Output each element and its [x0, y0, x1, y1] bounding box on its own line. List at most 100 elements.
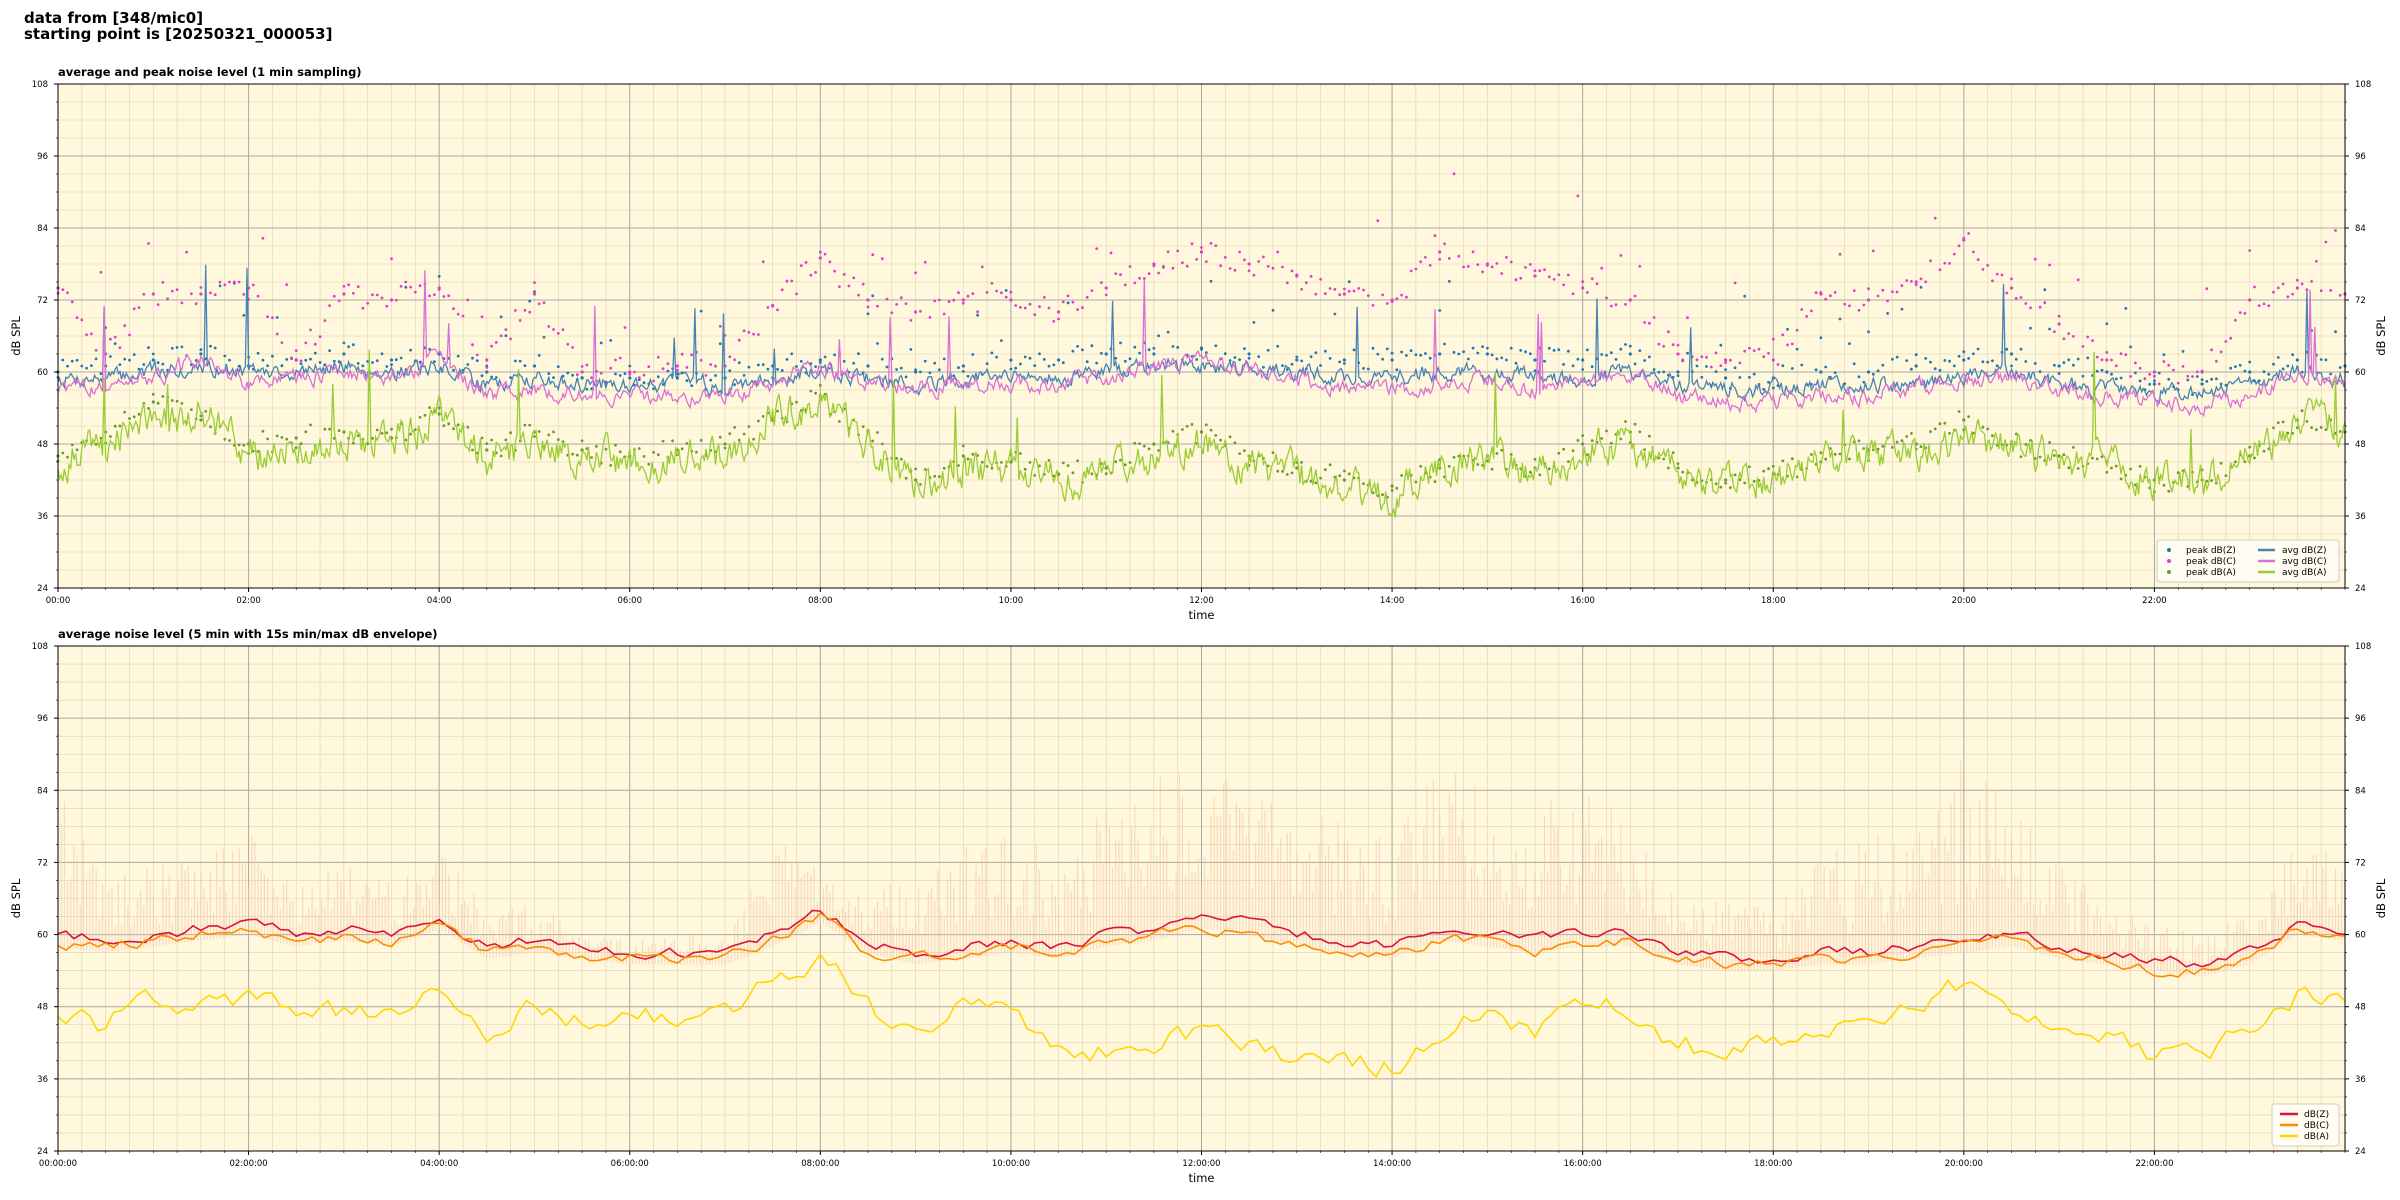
peak-point [985, 465, 989, 468]
peak-point [1852, 362, 1856, 366]
peak-point [1767, 351, 1770, 355]
peak-point [85, 366, 88, 370]
peak-point [1462, 454, 1465, 458]
peak-point [2200, 378, 2204, 382]
peak-point [2329, 289, 2333, 292]
peak-point [304, 358, 308, 362]
series-avg-db-c- [57, 270, 2346, 418]
peak-point [571, 373, 574, 377]
starting-point-line: starting point is [20250321_000053] [24, 25, 333, 43]
peak-point [1581, 434, 1585, 437]
peak-point [461, 314, 465, 318]
peak-point [580, 439, 584, 443]
peak-point [2234, 318, 2237, 322]
peak-point [919, 309, 922, 313]
peak-point [718, 342, 722, 346]
peak-point [2276, 356, 2280, 359]
peak-value-point [818, 358, 822, 362]
peak-point [1900, 439, 1904, 442]
peak-point [718, 324, 722, 328]
peak-point [1257, 260, 1261, 263]
y-tick-label-left: 84 [37, 786, 48, 796]
peak-point [1952, 252, 1956, 256]
x-tick-label: 04:00:00 [420, 1159, 458, 1169]
peak-point [2257, 304, 2261, 307]
peak-point [985, 362, 989, 366]
peak-value-point [1724, 376, 1728, 380]
peak-point [237, 280, 241, 284]
peak-point [356, 362, 360, 365]
y-tick-label-left: 60 [37, 931, 48, 941]
peak-point [437, 406, 441, 410]
peak-point [2305, 420, 2309, 423]
y-axis: 24 24 36 36 48 48 60 60 72 72 84 84 96 96 108 108 [32, 80, 2371, 594]
peak-point [1495, 452, 1499, 455]
peak-point [1090, 344, 1094, 348]
peak-point [509, 431, 512, 435]
peak-point [1052, 319, 1056, 323]
peak-point [533, 281, 536, 284]
peak-point [1705, 365, 1708, 368]
peak-point [1076, 308, 1079, 311]
peak-point [1938, 368, 1942, 372]
peak-point [1967, 357, 1970, 360]
peak-point [1833, 291, 1837, 294]
peak-point [614, 358, 617, 362]
peak-point [1362, 482, 1365, 486]
peak-point [2324, 358, 2328, 362]
peak-point [1371, 346, 1375, 350]
peak-point [94, 348, 98, 352]
peak-value-point [675, 364, 680, 368]
peak-point [1800, 363, 1804, 367]
peak-point [1238, 452, 1241, 455]
peak-point [547, 433, 551, 437]
peak-point [1786, 327, 1789, 331]
peak-point [1848, 342, 1851, 345]
peak-value-point [1104, 352, 1108, 356]
peak-point [156, 361, 160, 364]
peak-point [1705, 355, 1708, 359]
peak-point [1528, 470, 1532, 474]
legend-label: peak dB(A) [2186, 568, 2236, 578]
peak-point [1652, 316, 1656, 319]
peak-value-point [1247, 262, 1251, 266]
peak-point [528, 299, 532, 303]
peak-point [1695, 358, 1699, 362]
peak-point [2167, 363, 2171, 367]
peak-point [1881, 363, 1885, 367]
peak-point [785, 358, 789, 361]
peak-value-point [961, 364, 965, 368]
peak-point [1347, 472, 1351, 476]
peak-point [371, 361, 374, 364]
peak-point [2153, 374, 2156, 378]
peak-point [523, 364, 527, 367]
peak-point [685, 366, 689, 369]
peak-point [1285, 281, 1289, 285]
peak-point [61, 358, 65, 362]
peak-point [2243, 369, 2247, 373]
peak-point [1233, 268, 1237, 272]
peak-point [1657, 342, 1661, 346]
legend-label: peak dB(Z) [2186, 546, 2236, 556]
peak-point [1686, 351, 1689, 355]
peak-point [804, 261, 808, 264]
peak-point [2319, 358, 2323, 361]
peak-point [1633, 422, 1637, 426]
peak-point [1676, 462, 1680, 466]
peak-point [99, 270, 103, 274]
peak-point [494, 341, 498, 344]
peak-point [2210, 377, 2214, 381]
peak-point [309, 357, 312, 361]
peak-point [1004, 289, 1008, 292]
peak-point [1338, 293, 1342, 297]
peak-point [1090, 289, 1094, 292]
peak-point [1061, 300, 1065, 304]
peak-point [509, 337, 512, 341]
peak-point [2262, 449, 2266, 453]
peak-point [656, 375, 660, 379]
peak-point [1390, 489, 1394, 492]
peak-point [1400, 474, 1403, 477]
peak-point [237, 443, 241, 447]
peak-point [113, 424, 117, 428]
peak-point [1362, 288, 1365, 292]
